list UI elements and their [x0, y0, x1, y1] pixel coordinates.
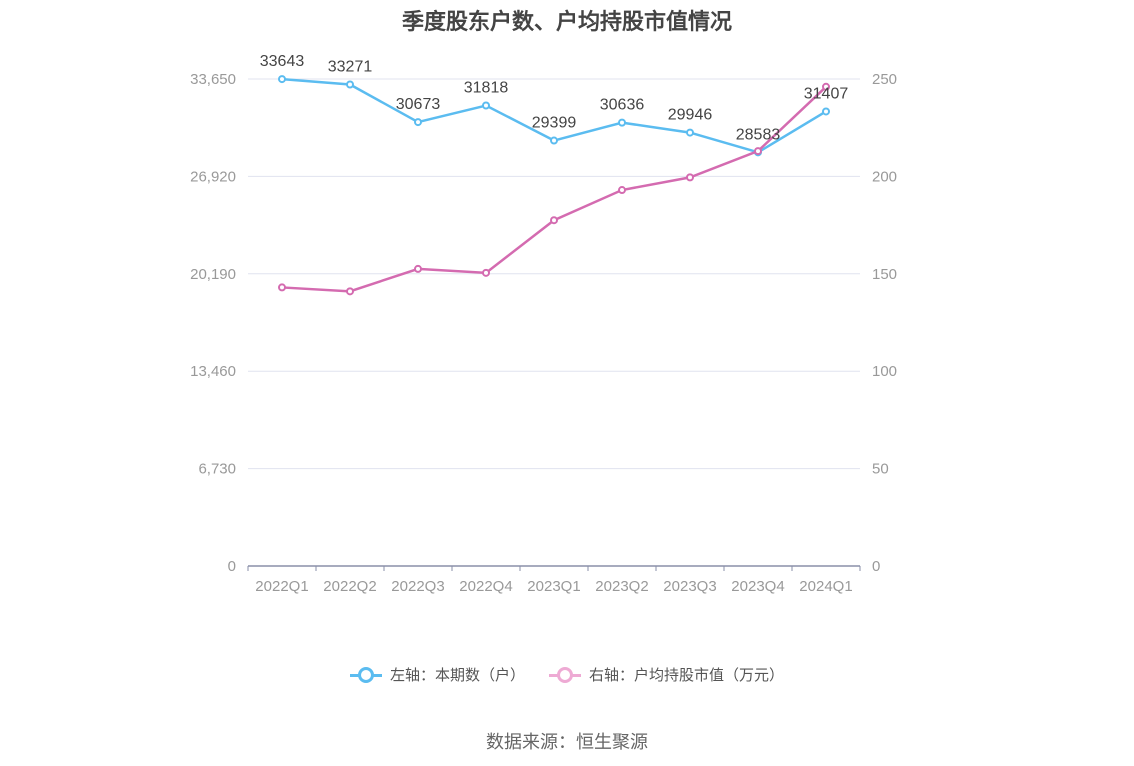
data-point	[346, 287, 354, 296]
right-tick-label: 0	[872, 558, 880, 575]
data-label: 31818	[464, 80, 509, 97]
left-tick-label: 33,650	[190, 71, 236, 88]
data-point	[822, 82, 830, 91]
data-point	[754, 147, 762, 156]
x-tick-label: 2023Q1	[527, 578, 580, 595]
grid-lines	[248, 78, 860, 470]
x-tick-label: 2022Q2	[323, 578, 376, 595]
data-point	[482, 268, 490, 277]
x-tick-label: 2023Q2	[595, 578, 648, 595]
x-tick-label: 2022Q1	[255, 578, 308, 595]
left-tick-label: 26,920	[190, 168, 236, 185]
data-point	[278, 75, 286, 84]
x-tick-label: 2022Q3	[391, 578, 444, 595]
data-point	[414, 264, 422, 273]
chart-canvas: 0 0 6,730 50 13,460 100 20,190 150 26,920 200 33,6…	[190, 53, 897, 595]
left-tick-label: 0	[228, 558, 236, 575]
data-label: 31407	[804, 85, 849, 102]
data-point	[618, 186, 626, 195]
data-point	[278, 283, 286, 292]
data-point	[618, 118, 626, 127]
axes: 0 0 6,730 50 13,460 100 20,190 150 26,920 200 33,6…	[190, 71, 897, 595]
x-tick-label: 2023Q4	[731, 578, 784, 595]
chart-title: 季度股东户数、户均持股市值情况	[401, 9, 732, 34]
left-tick-label: 20,190	[190, 266, 236, 283]
data-point	[482, 101, 490, 110]
data-label: 33643	[260, 53, 305, 70]
right-tick-label: 50	[872, 461, 889, 478]
left-tick-label: 6,730	[198, 461, 236, 478]
legend: 左轴：本期数（户） 右轴：户均持股市值（万元）	[0, 664, 1134, 685]
data-label: 30636	[600, 97, 645, 114]
x-tick-label: 2022Q4	[459, 578, 512, 595]
right-tick-label: 150	[872, 266, 897, 283]
data-label: 28583	[736, 126, 781, 143]
data-point	[346, 80, 354, 89]
series	[278, 75, 830, 296]
data-point	[414, 118, 422, 127]
x-tick-label: 2024Q1	[799, 578, 852, 595]
legend-line-circle-icon	[349, 666, 382, 683]
legend-item-right-series[interactable]: 右轴：户均持股市值（万元）	[549, 664, 784, 685]
source-note: 数据来源：恒生聚源	[486, 732, 648, 752]
right-tick-label: 200	[872, 168, 897, 185]
right-tick-label: 100	[872, 363, 897, 380]
data-point	[822, 107, 830, 116]
data-label: 30673	[396, 96, 441, 113]
legend-item-left-series[interactable]: 左轴：本期数（户）	[349, 664, 525, 685]
legend-line-circle-icon	[549, 666, 581, 683]
data-label: 29946	[668, 107, 713, 124]
x-tick-label: 2023Q3	[663, 578, 716, 595]
data-label: 33271	[328, 58, 373, 75]
right-tick-label: 250	[872, 71, 897, 88]
data-label: 29399	[532, 115, 577, 132]
data-labels: 33643 33271 30673 31818 29399 30636 29946 28583…	[260, 53, 849, 143]
legend-label: 左轴：本期数（户）	[389, 667, 525, 684]
left-tick-label: 13,460	[190, 363, 236, 380]
data-point	[686, 173, 694, 182]
data-point	[550, 136, 558, 145]
legend-label: 右轴：户均持股市值（万元）	[589, 667, 785, 684]
data-point	[686, 128, 694, 137]
data-point	[550, 216, 558, 225]
